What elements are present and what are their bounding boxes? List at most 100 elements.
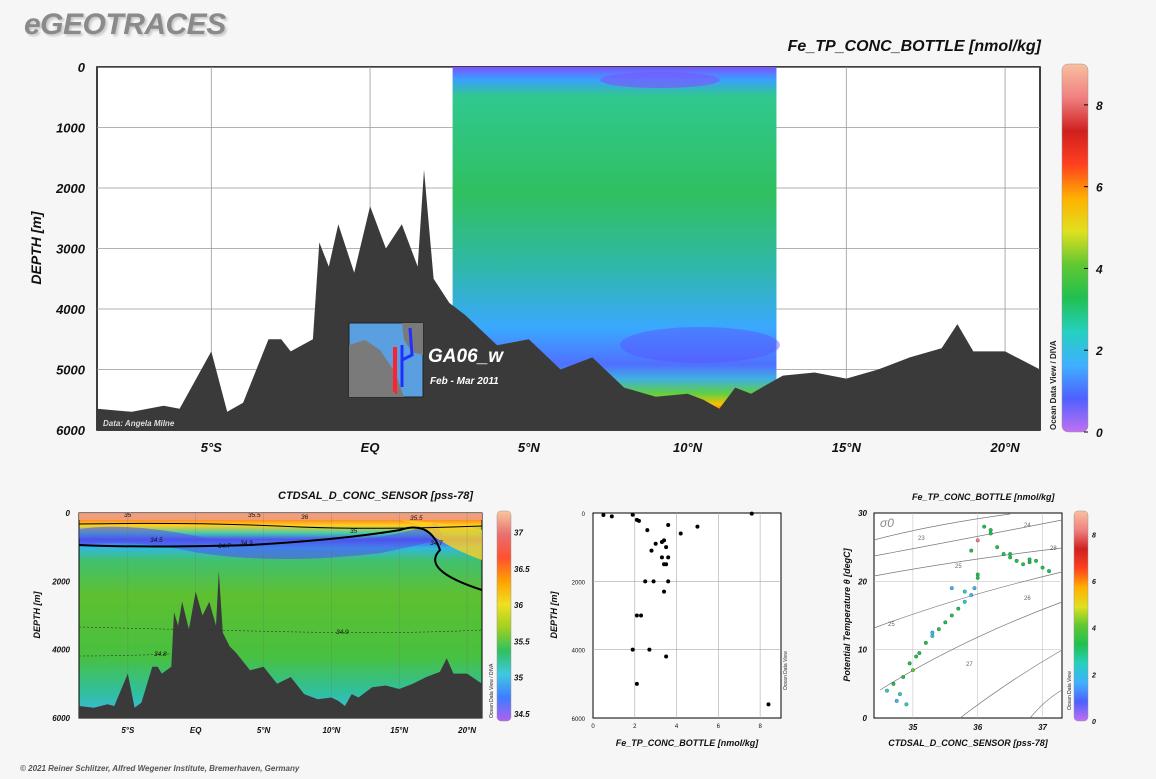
main-colorbar-label: 2 xyxy=(1095,344,1103,358)
ts-point xyxy=(914,654,919,659)
profile-ylabel: DEPTH [m] xyxy=(549,590,559,638)
profile-ytick-label: 2000 xyxy=(572,580,586,586)
profile-point xyxy=(678,531,683,536)
ts-point xyxy=(969,593,974,597)
profile-point xyxy=(695,524,700,529)
profile-point xyxy=(666,579,671,584)
profile-xtick-label: 6 xyxy=(717,724,721,730)
ts-point xyxy=(885,688,889,693)
main-ytick-label: 1000 xyxy=(56,121,86,136)
profile-side-label: Ocean Data View xyxy=(783,651,789,690)
main-colorbar-side-label: Ocean Data View / DIVA xyxy=(1049,340,1058,430)
isopycnal-label: 25 xyxy=(955,564,962,570)
main-ytick-label: 0 xyxy=(78,60,86,75)
main-ylabel: DEPTH [m] xyxy=(28,210,44,284)
ts-point xyxy=(923,640,928,645)
ts-colorbar-label: 0 xyxy=(1092,719,1096,726)
ts-point xyxy=(1027,557,1032,562)
profile-plot: 0 2 4 6 8 0 2000 4000 6000 Fe_TP_CONC_BOTTLE [nm… xyxy=(549,511,789,748)
ts-point xyxy=(995,545,1000,550)
isopycnal-line xyxy=(873,513,1011,541)
profile-point xyxy=(662,589,667,594)
ts-point xyxy=(1008,552,1013,556)
salinity-colorbar-side-label: Ocean Data View / DIVA xyxy=(489,663,495,718)
salinity-contour-label: 34.5 xyxy=(150,537,163,544)
ts-point xyxy=(1034,558,1038,563)
ts-point xyxy=(904,702,909,707)
copyright: © 2021 Reiner Schlitzer, Alfred Wegener … xyxy=(20,764,300,773)
profile-point xyxy=(634,613,639,618)
main-xtick-label: 20°N xyxy=(990,440,1021,455)
ts-point xyxy=(982,524,987,529)
salinity-xtick-label: 5°S xyxy=(121,726,135,735)
ts-point xyxy=(1040,565,1045,570)
ts-point xyxy=(936,627,941,632)
salinity-colorbar xyxy=(496,510,512,722)
profile-xtick-label: 2 xyxy=(633,724,637,730)
main-ytick-label: 2000 xyxy=(55,181,86,196)
ts-ytick-label: 30 xyxy=(858,509,867,518)
profile-point xyxy=(636,518,641,523)
ts-point xyxy=(1021,562,1026,567)
isopycnal-line xyxy=(959,649,1063,719)
ts-colorbar xyxy=(1073,510,1089,722)
salinity-ytick-label: 6000 xyxy=(52,714,70,723)
ts-point xyxy=(949,613,954,618)
ts-point xyxy=(1047,569,1051,573)
ts-point xyxy=(1008,555,1013,560)
profile-xtick-label: 4 xyxy=(675,724,679,730)
ts-point xyxy=(962,599,967,604)
profile-point xyxy=(664,654,669,659)
ts-point xyxy=(975,538,980,543)
main-colorbar-label: 0 xyxy=(1096,426,1103,440)
profile-point xyxy=(630,647,635,652)
isopycnal-line xyxy=(1029,689,1063,719)
isopycnal-line xyxy=(873,519,1063,557)
salinity-xtick-label: EQ xyxy=(190,726,202,735)
salinity-chart-title: CTDSAL_D_CONC_SENSOR [pss-78] xyxy=(278,490,473,502)
salinity-colorbar-label: 36.5 xyxy=(514,565,530,574)
ts-ytick-label: 0 xyxy=(863,714,868,723)
main-xtick-label: 5°N xyxy=(518,440,540,455)
ts-point xyxy=(891,681,896,686)
ts-point xyxy=(975,576,980,580)
ts-point xyxy=(972,586,977,591)
main-xtick-label: 10°N xyxy=(673,440,703,455)
ts-point xyxy=(1001,552,1006,556)
profile-ytick-label: 0 xyxy=(582,512,586,518)
profile-point xyxy=(664,562,669,567)
isopycnal-line xyxy=(873,571,1063,629)
salinity-contour-label: 35.5 xyxy=(410,515,423,522)
ts-point xyxy=(949,586,954,591)
salinity-contour-label: 35.5 xyxy=(248,512,261,519)
ts-frame xyxy=(873,512,1063,719)
ts-point xyxy=(975,572,980,577)
brand-title: eGEOTRACES xyxy=(24,8,226,41)
ts-xtick-label: 35 xyxy=(908,723,917,732)
ts-colorbar-label: 4 xyxy=(1091,626,1096,633)
salinity-xtick-label: 15°N xyxy=(390,726,408,735)
isopycnal-label: 23 xyxy=(918,536,925,542)
profile-point xyxy=(630,512,635,517)
ts-point xyxy=(894,699,899,703)
main-ytick-label: 3000 xyxy=(56,242,86,257)
main-ytick-label: 6000 xyxy=(56,423,86,438)
salinity-xtick-label: 10°N xyxy=(322,726,340,735)
ts-xtick-label: 37 xyxy=(1038,723,1047,732)
ts-point xyxy=(907,661,912,666)
profile-point xyxy=(664,545,669,550)
isopycnal-label: 27 xyxy=(966,662,973,668)
ts-point xyxy=(910,668,915,673)
salinity-ytick-label: 0 xyxy=(66,509,71,518)
main-colorbar-label: 8 xyxy=(1096,99,1103,113)
main-colorbar xyxy=(1061,63,1089,433)
profile-point xyxy=(666,555,671,560)
salinity-colorbar-label: 36 xyxy=(514,601,523,610)
ts-point xyxy=(930,630,935,635)
ts-colorbar-label: 2 xyxy=(1091,672,1096,679)
salinity-colorbar-label: 37 xyxy=(514,529,523,538)
salinity-ytick-label: 4000 xyxy=(51,646,70,655)
main-colorbar-label: 4 xyxy=(1095,262,1103,276)
